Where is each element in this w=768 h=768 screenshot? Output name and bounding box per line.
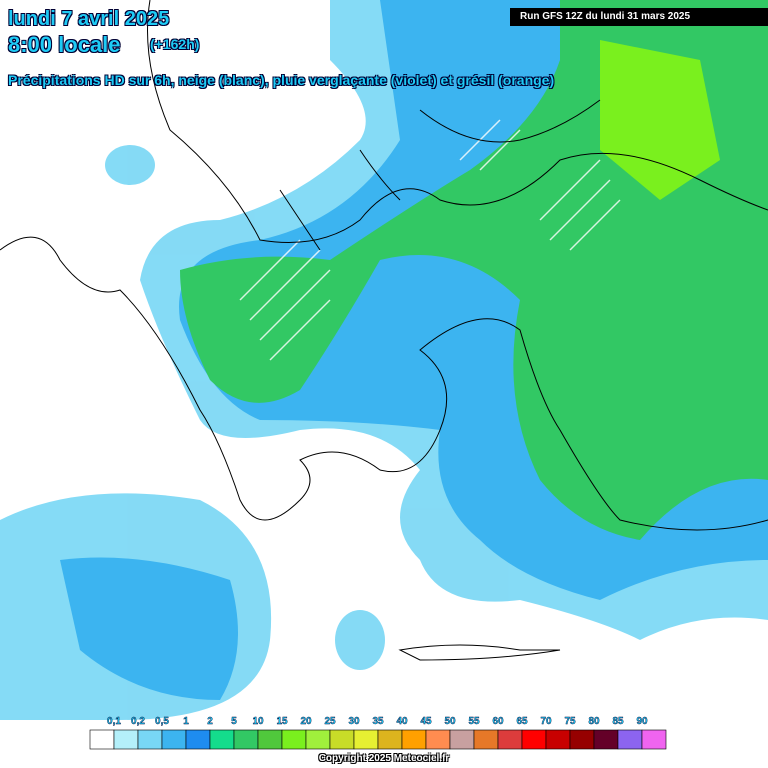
legend-swatch — [641, 729, 667, 750]
legend-swatch — [281, 729, 307, 750]
legend-swatch — [89, 729, 115, 750]
legend-swatch — [473, 729, 499, 750]
legend-label: 0,2 — [131, 716, 145, 727]
legend-label: 45 — [420, 716, 432, 727]
legend-label: 65 — [516, 716, 528, 727]
legend-swatch — [185, 729, 211, 750]
legend-swatch — [497, 729, 523, 750]
legend-label: 90 — [636, 716, 648, 727]
copyright: Copyright 2025 Meteociel.fr — [318, 753, 450, 764]
legend-swatch — [377, 729, 403, 750]
legend-swatch — [161, 729, 187, 750]
legend-swatch — [449, 729, 475, 750]
legend-swatch — [353, 729, 379, 750]
legend-label: 5 — [231, 716, 237, 727]
legend-swatch — [305, 729, 331, 750]
legend-label: 2 — [207, 716, 213, 727]
subtitle: Précipitations HD sur 6h, neige (blanc),… — [8, 72, 555, 88]
legend-label: 20 — [300, 716, 312, 727]
precip-green — [180, 0, 768, 540]
legend-swatch — [521, 729, 547, 750]
legend-label: 55 — [468, 716, 480, 727]
legend-label: 60 — [492, 716, 504, 727]
legend-label: 25 — [324, 716, 336, 727]
legend-swatch — [329, 729, 355, 750]
legend-label: 35 — [372, 716, 384, 727]
legend-swatch — [593, 729, 619, 750]
legend-label: 80 — [588, 716, 600, 727]
legend-swatch — [425, 729, 451, 750]
legend-label: 30 — [348, 716, 360, 727]
legend-swatch — [137, 729, 163, 750]
run-label: Run GFS 12Z du lundi 31 mars 2025 — [510, 8, 768, 26]
legend-label: 50 — [444, 716, 456, 727]
legend-label: 40 — [396, 716, 408, 727]
legend-swatch — [617, 729, 643, 750]
legend-swatch — [257, 729, 283, 750]
legend-label: 85 — [612, 716, 624, 727]
legend-swatch — [545, 729, 571, 750]
legend-label: 15 — [276, 716, 288, 727]
legend-swatch — [209, 729, 235, 750]
legend-swatch — [569, 729, 595, 750]
title: lundi 7 avril 2025 — [8, 8, 170, 30]
legend-label: 10 — [252, 716, 264, 727]
legend-label: 0,5 — [155, 716, 169, 727]
time: 8:00 locale — [8, 32, 121, 57]
legend-swatch — [233, 729, 259, 750]
legend-label: 70 — [540, 716, 552, 727]
legend-swatch — [401, 729, 427, 750]
legend-label: 0,1 — [107, 716, 121, 727]
legend-swatch — [113, 729, 139, 750]
lead: (+162h) — [150, 36, 200, 52]
legend-label: 1 — [183, 716, 189, 727]
legend-label: 75 — [564, 716, 576, 727]
borders — [0, 0, 768, 661]
legend: 0,1 0,2 0,5 1 2 5 10 15 20 25 30 35 40 45 50 55 60 65 70 75… — [89, 716, 667, 750]
